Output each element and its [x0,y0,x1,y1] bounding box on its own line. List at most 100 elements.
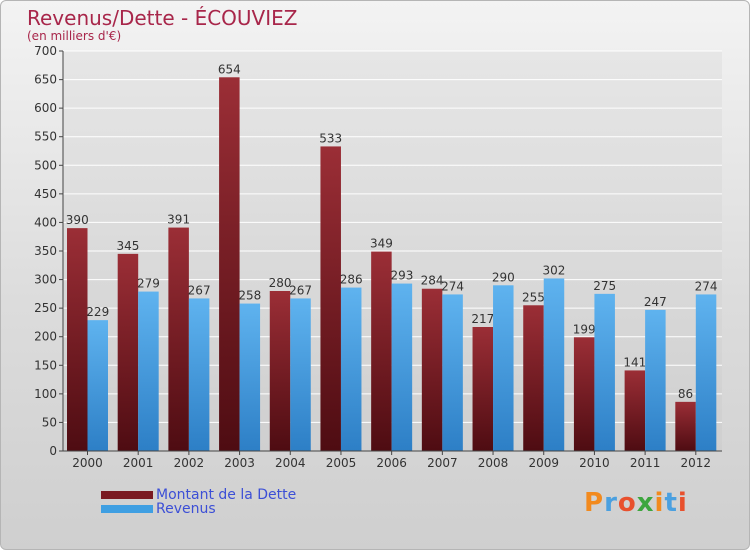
data-label-revenue: 293 [390,269,413,283]
x-tick-label: 2004 [275,456,306,470]
data-label-debt: 390 [66,213,89,227]
data-label-revenue: 274 [695,279,718,293]
axes-group: 0 50 100 150 200 250 300 350 400 450 500 550 600 650 7… [34,44,722,470]
logo-letter: P [584,488,605,518]
bar-debt [320,146,341,451]
data-label-revenue: 247 [644,295,667,309]
x-tick-label: 2002 [174,456,205,470]
y-tick-label: 650 [34,73,57,87]
data-label-debt: 533 [319,131,342,145]
y-tick-label: 600 [34,101,57,115]
x-tick-label: 2009 [528,456,559,470]
logo-letter: r [604,488,618,518]
y-tick-label: 100 [34,387,57,401]
y-tick-label: 400 [34,215,57,229]
x-tick-label: 2001 [123,456,154,470]
bar-revenue [493,285,514,451]
bar-debt [269,291,291,451]
bar-revenue [695,294,717,451]
logo-letter: t [664,488,678,518]
data-label-debt: 654 [218,62,241,76]
bar-revenue [340,287,362,451]
bar-debt [675,401,696,451]
y-tick-label: 250 [34,301,57,315]
logo-letter: i [677,488,688,518]
chart-subtitle: (en milliers d'€) [27,29,122,43]
y-tick-label: 500 [34,158,57,172]
data-label-revenue: 258 [238,289,261,303]
data-label-debt: 391 [167,213,190,227]
y-tick-label: 200 [34,330,57,344]
data-label-revenue: 267 [289,283,312,297]
logo-letter: i [654,488,665,518]
data-label-debt: 345 [116,239,139,253]
y-tick-label: 450 [34,187,57,201]
data-label-debt: 141 [623,355,646,369]
y-tick-label: 300 [34,273,57,287]
legend-label-revenue: Revenus [156,501,216,517]
bar-revenue [594,293,615,451]
bar-debt [624,370,646,451]
x-tick-label: 2003 [224,456,255,470]
bar-revenue [87,320,108,451]
data-label-revenue: 275 [593,279,616,293]
bar-debt [117,253,139,451]
data-label-revenue: 286 [340,273,363,287]
x-tick-label: 2007 [427,456,458,470]
y-tick-label: 0 [49,444,57,458]
data-label-debt: 284 [421,274,444,288]
x-tick-label: 2010 [579,456,610,470]
bar-debt [523,305,544,451]
bar-revenue [239,303,261,451]
data-label-revenue: 229 [86,305,109,319]
y-tick-label: 700 [34,44,57,58]
legend-swatch-revenue [101,505,153,513]
x-tick-label: 2008 [478,456,509,470]
x-tick-label: 2000 [72,456,103,470]
data-label-debt: 86 [678,387,693,401]
legend-label-debt: Montant de la Dette [156,487,297,503]
x-tick-label: 2012 [681,456,712,470]
bar-revenue [290,298,311,451]
data-label-debt: 280 [269,276,292,290]
x-tick-label: 2006 [376,456,407,470]
y-tick-label: 150 [34,358,57,372]
bar-debt [168,227,189,451]
data-label-revenue: 279 [137,277,160,291]
data-label-debt: 199 [573,322,596,336]
data-label-debt: 255 [522,290,545,304]
logo-letter: o [617,488,637,518]
bar-debt [472,327,494,451]
bar-debt [421,288,443,451]
bars-group: 3902293452793912676542582802675332863492… [66,62,718,452]
bar-revenue [442,294,463,451]
bar-debt [371,251,392,451]
bar-revenue [645,309,666,451]
y-tick-label: 350 [34,244,57,258]
bar-revenue [138,291,159,451]
data-label-revenue: 290 [492,270,515,284]
data-label-debt: 217 [471,312,494,326]
bar-debt [219,77,240,452]
bar-revenue [391,283,413,451]
logo-letter: x [636,488,655,518]
chart-title: Revenus/Dette - ÉCOUVIEZ [27,6,298,30]
legend-item-debt: Montant de la Dette [101,487,297,503]
x-tick-label: 2011 [630,456,661,470]
legend-item-revenue: Revenus [101,501,216,517]
data-label-revenue: 267 [188,283,211,297]
bar-debt [67,228,88,451]
x-tick-label: 2005 [326,456,357,470]
data-label-revenue: 274 [441,279,464,293]
bar-revenue [543,278,565,451]
proxiti-logo: Proxiti [584,488,688,518]
data-label-debt: 349 [370,237,393,251]
bar-revenue [188,298,210,451]
bar-debt [573,337,595,451]
data-label-revenue: 302 [543,263,566,277]
y-tick-label: 550 [34,130,57,144]
y-tick-label: 50 [42,415,57,429]
legend-swatch-debt [101,491,153,499]
